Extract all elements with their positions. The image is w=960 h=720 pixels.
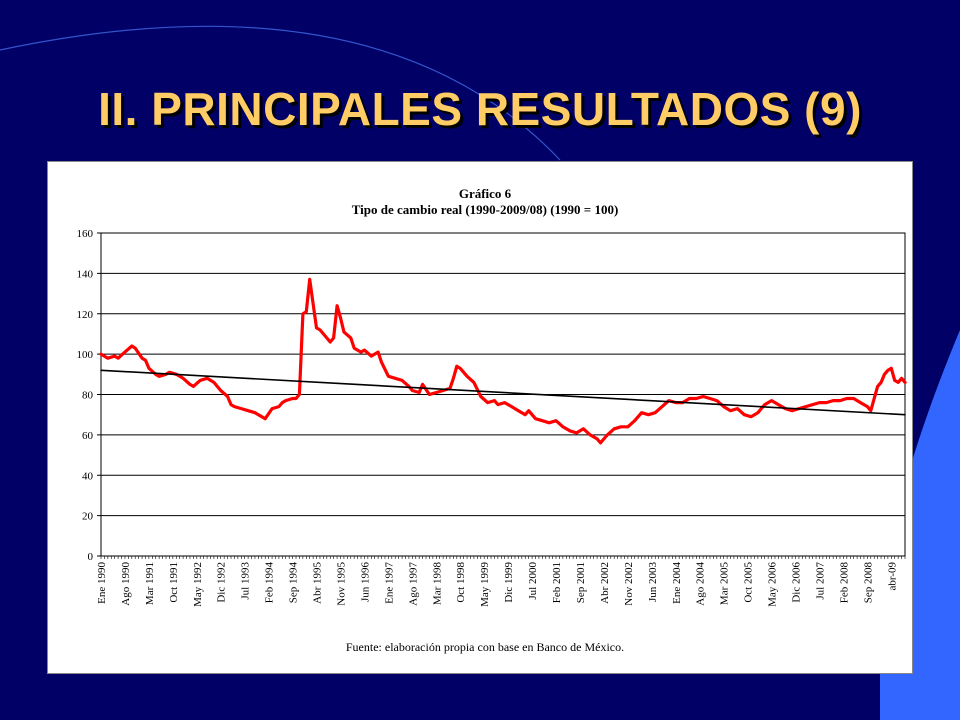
chart-source: Fuente: elaboración propia con base en B… (346, 640, 624, 654)
x-tick-label: Ene 1990 (96, 562, 108, 604)
x-tick-label: Abr 1995 (312, 562, 324, 604)
x-tick-label: Mar 2005 (719, 562, 731, 606)
x-tick-label: Nov 1995 (335, 562, 347, 606)
x-tick-label: Feb 2008 (838, 562, 850, 604)
x-tick-label: Jul 2007 (814, 562, 826, 600)
x-tick-label: Ene 1997 (383, 562, 395, 604)
x-tick-label: Ago 1997 (407, 562, 419, 606)
x-tick-label: Dic 1992 (216, 562, 228, 603)
series-line-tipo-de-cambio-real (99, 277, 907, 445)
x-tick-label: May 1992 (192, 562, 204, 607)
x-tick-label: May 1999 (479, 562, 491, 607)
x-tick-label: Dic 2006 (791, 562, 803, 603)
x-tick-label: Oct 1991 (168, 562, 180, 603)
y-tick-label: 160 (77, 228, 94, 240)
y-axis: 0 20 40 60 80 100 120 140 160 (77, 228, 101, 563)
x-tick-label: Sep 2008 (862, 562, 874, 604)
x-tick-label: Dic 1999 (503, 562, 515, 603)
trend-line (100, 369, 906, 416)
y-tick-label: 140 (77, 268, 94, 280)
y-tick-label: 60 (82, 430, 94, 442)
x-tick-label: Feb 2001 (551, 562, 563, 603)
x-tick-label: Abr 2002 (599, 562, 611, 604)
x-tick-label: Nov 2002 (623, 562, 635, 606)
x-tick-label: Jul 1993 (240, 562, 252, 600)
y-tick-label: 80 (82, 390, 94, 402)
slide-title: II. PRINCIPALES RESULTADOS (9) (98, 83, 862, 135)
x-tick-label: Oct 2005 (743, 562, 755, 603)
x-tick-label: Ene 2004 (671, 562, 683, 604)
x-tick-label: Mar 1991 (144, 562, 156, 605)
x-tick-label: Feb 1994 (264, 562, 276, 604)
x-tick-label: Ago 1990 (120, 562, 132, 606)
x-tick-label: Oct 1998 (455, 562, 467, 603)
x-axis: Ene 1990 Ago 1990 Mar 1991 Oct 1991 May 1992… (96, 556, 906, 607)
chart-subtitle: Tipo de cambio real (1990-2009/08) (1990… (352, 202, 619, 217)
x-tick-label: Sep 1994 (288, 562, 300, 604)
x-tick-label: May 2006 (767, 562, 779, 607)
gridlines (100, 232, 906, 557)
x-tick-label: Jul 2000 (527, 562, 539, 600)
chart-title: Gráfico 6 (459, 186, 512, 201)
x-tick-label: abr-09 (886, 562, 898, 591)
chart-frame: Gráfico 6 Tipo de cambio real (1990-2009… (47, 161, 913, 674)
x-tick-label: Jun 2003 (647, 562, 659, 603)
y-tick-label: 0 (88, 551, 94, 563)
decorative-arc-line (0, 25, 561, 161)
series-group (99, 277, 907, 445)
y-tick-label: 100 (77, 349, 94, 361)
x-tick-label: Jun 1996 (359, 562, 371, 603)
line-chart: Gráfico 6 Tipo de cambio real (1990-2009… (77, 186, 907, 654)
x-tick-label: Ago 2004 (695, 562, 707, 606)
y-tick-label: 40 (82, 470, 94, 482)
x-tick-label: Sep 2001 (575, 562, 587, 603)
y-tick-label: 20 (82, 511, 94, 523)
y-tick-label: 120 (77, 309, 94, 321)
x-tick-label: Mar 1998 (431, 562, 443, 606)
